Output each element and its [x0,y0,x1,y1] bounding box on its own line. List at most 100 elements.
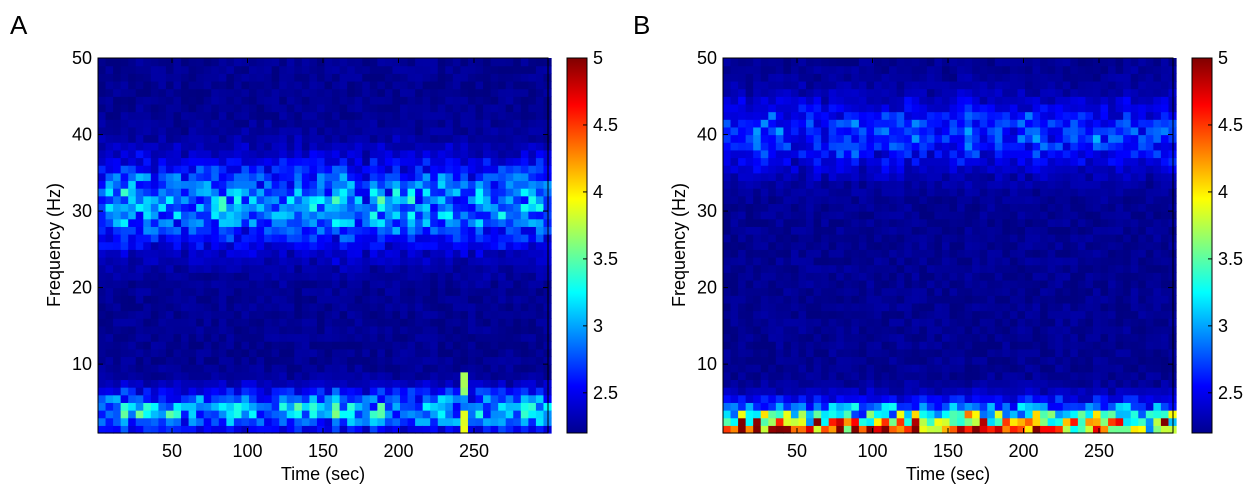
heatmap-cell [286,356,295,365]
heatmap-cell [1017,302,1026,312]
heatmap-cell [1002,188,1011,197]
heatmap-cell [279,226,288,235]
heatmap-cell [120,149,129,159]
heatmap-cell [354,318,363,327]
heatmap-cell [158,58,167,67]
heatmap-cell [896,256,905,266]
heatmap-cell [843,410,852,419]
heatmap-cell [445,249,454,258]
heatmap-cell [768,348,777,358]
heatmap-cell [738,417,747,426]
heatmap-cell [128,371,137,381]
heatmap-cell [301,333,311,342]
heatmap-cell [934,256,943,266]
heatmap-cell [738,103,747,113]
heatmap-cell [150,96,159,105]
heatmap-cell [301,111,311,120]
heatmap-cell [836,226,845,235]
heatmap-cell [467,211,477,220]
heatmap-cell [460,234,469,243]
heatmap-cell [407,96,416,105]
heatmap-cell [1025,241,1034,250]
heatmap-cell [957,103,966,113]
heatmap-cell [798,203,807,212]
heatmap-cell [745,325,754,335]
heatmap-cell [249,172,258,182]
heatmap-cell [392,103,401,113]
heatmap-cell [339,80,348,90]
heatmap-cell [987,356,996,365]
heatmap-cell [528,410,537,419]
heatmap-cell [828,96,837,105]
heatmap-cell [851,341,860,350]
heatmap-cell [218,310,227,319]
heatmap-cell [513,364,522,373]
heatmap-cell [181,73,190,82]
heatmap-cell [301,65,311,74]
heatmap-cell [730,302,739,312]
heatmap-cell [813,73,822,82]
heatmap-cell [120,341,129,350]
heatmap-cell [475,188,484,197]
heatmap-cell [881,96,890,105]
heatmap-cell [881,241,890,250]
heatmap-cell [919,364,928,373]
heatmap-cell [286,65,295,74]
heatmap-cell [203,279,212,289]
heatmap-cell [188,80,197,90]
heatmap-cell [286,402,295,411]
heatmap-cell [294,249,303,258]
heatmap-cell [987,387,996,396]
heatmap-cell [730,195,739,205]
heatmap-cell [475,387,484,396]
heatmap-cell [934,287,943,296]
heatmap-cell [783,226,792,235]
heatmap-cell [851,264,860,273]
heatmap-cell [143,211,152,220]
colorbar-tick-label: 2.5 [593,383,618,403]
heatmap-cell [964,387,973,396]
heatmap-cell [467,157,477,166]
heatmap-cell [98,126,107,136]
heatmap-cell [828,65,837,74]
heatmap-cell [128,165,137,174]
heatmap-cell [271,425,280,434]
heatmap-cell [957,211,966,220]
heatmap-cell [98,149,107,159]
heatmap-cell [324,364,333,373]
heatmap-cell [369,410,378,419]
panel-a-colorbar-ticks: 2.533.544.55 [583,48,618,403]
heatmap-cell [904,172,913,182]
heatmap-cell [316,188,326,197]
heatmap-cell [723,387,732,396]
heatmap-cell [949,318,958,327]
heatmap-cell [972,310,981,319]
heatmap-cell [158,88,167,97]
heatmap-cell [407,302,416,312]
heatmap-cell [987,195,996,205]
heatmap-cell [211,295,220,304]
heatmap-cell [165,425,175,434]
heatmap-cell [196,234,205,243]
heatmap-cell [498,371,507,381]
heatmap-cell [407,203,416,212]
heatmap-cell [934,96,943,105]
heatmap-cell [128,364,137,373]
heatmap-cell [979,310,988,319]
heatmap-cell [874,417,883,426]
heatmap-cell [324,417,333,426]
heatmap-cell [113,295,122,304]
heatmap-cell [783,379,792,388]
heatmap-cell [881,218,890,227]
heatmap-cell [994,211,1003,220]
heatmap-cell [874,341,883,350]
heatmap-cell [490,371,499,381]
heatmap-cell [362,241,371,250]
heatmap-cell [165,249,175,258]
heatmap-cell [987,165,996,174]
heatmap-cell [505,341,514,350]
heatmap-cell [143,279,152,289]
heatmap-cell [881,203,890,212]
heatmap-cell [294,264,303,273]
heatmap-cell [760,318,769,327]
